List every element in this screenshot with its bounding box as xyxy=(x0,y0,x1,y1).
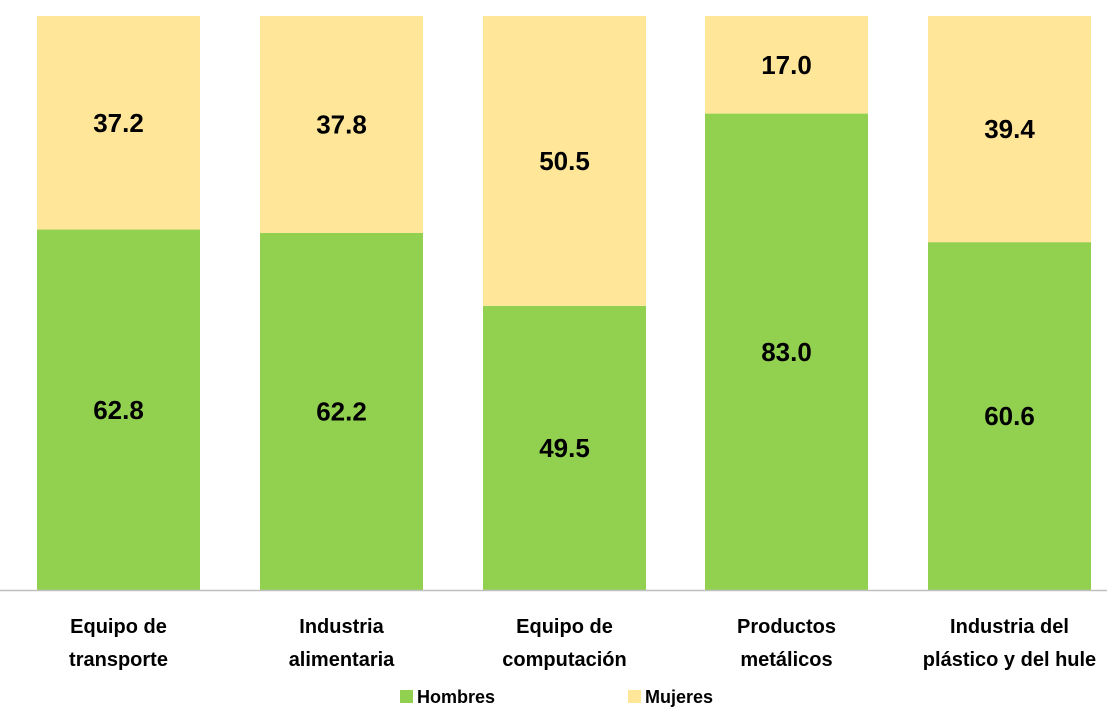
category-label-4-line-0: Industria del xyxy=(950,616,1069,638)
bar-hombres-4 xyxy=(928,242,1091,590)
category-label-1-line-1: alimentaria xyxy=(289,649,395,671)
category-label-2-line-0: Equipo de xyxy=(516,616,613,638)
bar-mujeres-1 xyxy=(260,16,423,233)
category-label-4-line-1: plástico y del hule xyxy=(923,649,1096,671)
data-label-hombres-4: 60.6 xyxy=(984,401,1035,431)
bar-mujeres-3 xyxy=(705,16,868,114)
bar-mujeres-4 xyxy=(928,16,1091,243)
data-label-hombres-3: 83.0 xyxy=(761,337,812,367)
bar-hombres-2 xyxy=(483,305,646,590)
category-label-3-line-1: metálicos xyxy=(740,649,832,671)
bar-hombres-3 xyxy=(705,113,868,590)
data-label-hombres-2: 49.5 xyxy=(539,433,590,463)
category-labels-group: Equipo de transporte Industria alimentaria E… xyxy=(69,616,1096,671)
legend: Hombres Mujeres xyxy=(400,687,713,707)
data-label-mujeres-4: 39.4 xyxy=(984,114,1035,144)
bars-group xyxy=(37,16,1091,591)
data-label-hombres-0: 62.8 xyxy=(93,395,144,425)
data-label-mujeres-2: 50.5 xyxy=(539,146,590,176)
value-labels-group: 62.8 37.2 62.2 37.8 49.5 50.5 83.0 17.0 60.6 39.4 xyxy=(93,50,1035,463)
data-label-hombres-1: 62.2 xyxy=(316,396,367,426)
data-label-mujeres-1: 37.8 xyxy=(316,109,367,139)
data-label-mujeres-3: 17.0 xyxy=(761,50,812,80)
category-label-2-line-1: computación xyxy=(502,649,626,671)
legend-swatch-mujeres xyxy=(628,690,641,703)
legend-swatch-hombres xyxy=(400,690,413,703)
bar-mujeres-2 xyxy=(483,16,646,306)
category-label-1-line-0: Industria xyxy=(299,616,384,638)
category-label-0-line-0: Equipo de xyxy=(70,616,167,638)
bar-hombres-1 xyxy=(260,232,423,591)
category-label-3-line-0: Productos xyxy=(737,616,836,638)
legend-label-hombres: Hombres xyxy=(417,687,495,707)
bar-hombres-0 xyxy=(37,229,200,590)
data-label-mujeres-0: 37.2 xyxy=(93,108,144,138)
category-label-0-line-1: transporte xyxy=(69,649,168,671)
bar-mujeres-0 xyxy=(37,16,200,230)
legend-label-mujeres: Mujeres xyxy=(645,687,713,707)
